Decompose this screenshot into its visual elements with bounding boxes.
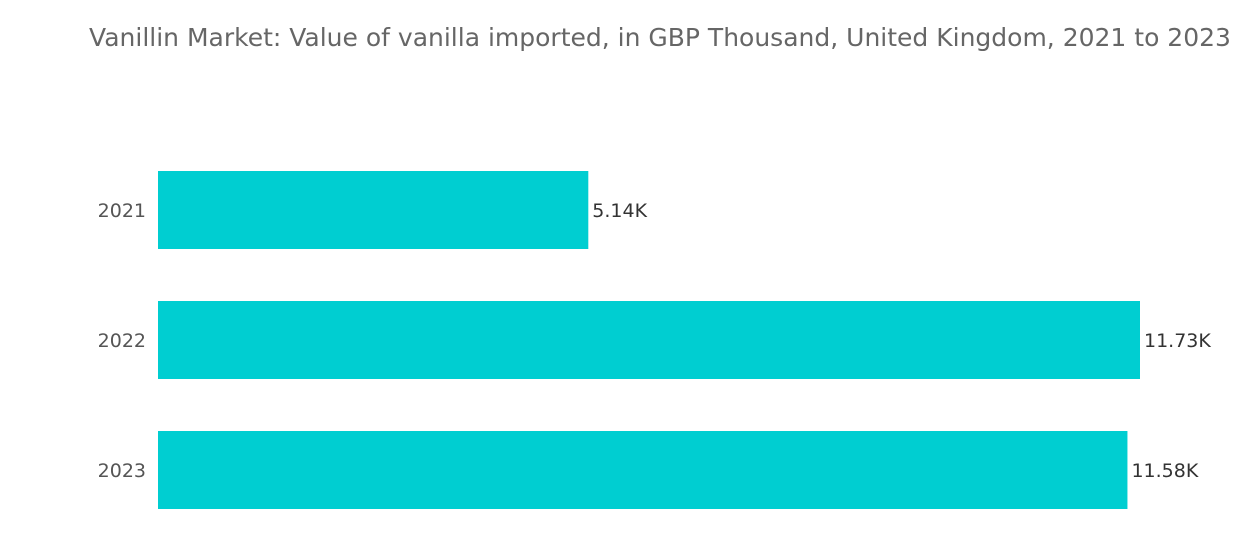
bar-2022 [158,301,1140,379]
bar-2021 [158,171,589,249]
bar-2023 [158,431,1128,509]
labels-layer: 2021 5.14K 2022 11.73K 2023 11.58K [98,200,1212,482]
y-tick-label-2022: 2022 [98,330,146,352]
chart-title: Vanillin Market: Value of vanilla import… [89,23,1231,52]
y-tick-label-2023: 2023 [98,460,146,482]
data-label-2021: 5.14K [592,200,647,222]
y-tick-label-2021: 2021 [98,200,146,222]
bars-layer [158,171,1140,509]
data-label-2022: 11.73K [1144,330,1211,352]
data-label-2023: 11.58K [1131,460,1198,482]
